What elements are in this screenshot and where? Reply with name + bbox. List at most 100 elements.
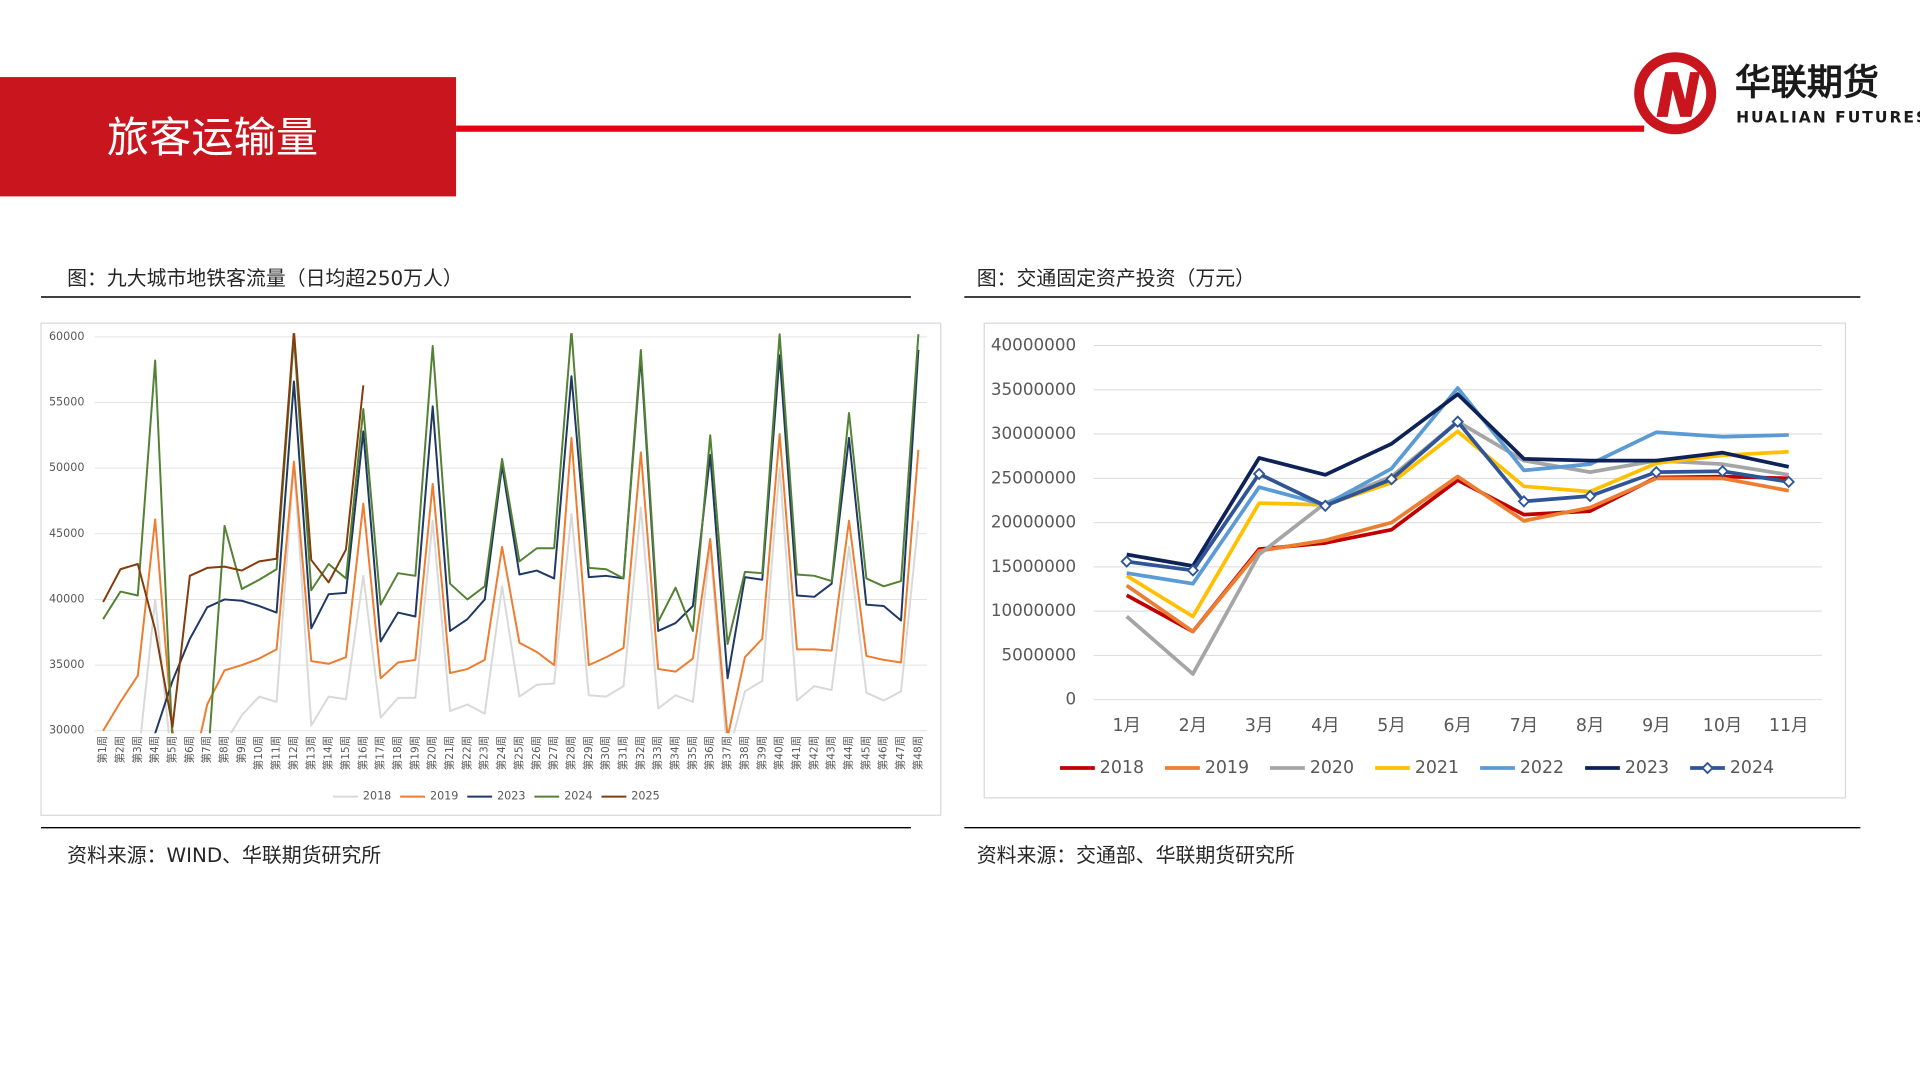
series-line <box>1125 474 1790 634</box>
x-tick-label: 第14周 <box>322 736 335 771</box>
y-tick-label: 35000000 <box>991 379 1076 399</box>
x-tick-label: 第16周 <box>356 736 369 771</box>
header-band <box>0 77 457 197</box>
chart-frame <box>40 322 942 816</box>
x-tick-label: 第27周 <box>547 736 560 771</box>
series-line <box>102 432 920 734</box>
legend-label: 2024 <box>1730 758 1774 778</box>
y-tick-label: 25000000 <box>991 467 1076 487</box>
x-tick-label: 第24周 <box>495 736 508 771</box>
x-tick-label: 第6周 <box>183 736 196 764</box>
x-tick-label: 第8周 <box>218 736 231 764</box>
legend-label: 2018 <box>1100 758 1144 778</box>
series-marker <box>1186 564 1200 577</box>
logo-sub: HUALIAN FUTURES <box>1736 109 1920 127</box>
x-tick-label: 6月 <box>1443 716 1471 736</box>
x-tick-label: 第43周 <box>825 736 838 771</box>
legend-label: 2020 <box>1310 758 1354 778</box>
series-marker <box>1782 475 1796 489</box>
x-tick-label: 第30周 <box>599 736 612 771</box>
x-tick-label: 8月 <box>1576 716 1604 736</box>
x-tick-label: 第17周 <box>374 736 387 771</box>
source: 资料来源：交通部、华联期货研究所 <box>977 844 1295 867</box>
x-tick-label: 第39周 <box>755 736 768 771</box>
y-tick-label: 15000000 <box>991 556 1076 576</box>
series-marker <box>1716 464 1729 478</box>
x-tick-label: 第41周 <box>790 736 803 771</box>
y-tick-label: 40000 <box>49 592 85 605</box>
x-tick-label: 11月 <box>1769 716 1808 736</box>
source: 资料来源：WIND、华联期货研究所 <box>67 844 381 867</box>
x-tick-label: 1月 <box>1112 716 1140 736</box>
legend-label: 2018 <box>363 790 391 803</box>
y-tick-label: 45000 <box>49 527 85 540</box>
chart-title: 图：交通固定资产投资（万元） <box>977 267 1255 290</box>
x-tick-label: 第5周 <box>166 736 179 764</box>
x-tick-label: 第19周 <box>408 736 421 771</box>
x-tick-label: 第13周 <box>304 736 317 771</box>
x-tick-label: 第34周 <box>669 736 682 771</box>
header-rule <box>456 125 1645 132</box>
x-tick-label: 4月 <box>1311 716 1339 736</box>
legend-label: 2025 <box>631 790 659 803</box>
x-tick-label: 第37周 <box>721 736 734 771</box>
series-line <box>1126 386 1789 586</box>
series-marker <box>1319 499 1332 513</box>
logo <box>1634 52 1717 135</box>
x-tick-label: 3月 <box>1245 716 1273 736</box>
series-line <box>140 461 920 734</box>
series-line <box>1126 392 1790 568</box>
series-marker <box>1120 555 1133 568</box>
y-tick-label: 5000000 <box>1002 644 1077 664</box>
x-tick-label: 5月 <box>1377 716 1405 736</box>
y-tick-label: 35000 <box>49 658 85 671</box>
x-tick-label: 第29周 <box>582 736 595 771</box>
legend-label: 2023 <box>497 790 525 803</box>
x-tick-label: 第36周 <box>703 736 716 771</box>
plot-area <box>102 333 920 734</box>
y-tick-label: 10000000 <box>991 600 1076 620</box>
legend-label: 2021 <box>1415 758 1459 778</box>
x-tick-label: 第45周 <box>859 736 872 771</box>
x-tick-label: 第47周 <box>894 736 907 771</box>
series-marker <box>1650 465 1663 479</box>
series-marker <box>1385 472 1398 486</box>
series-marker <box>1451 415 1464 428</box>
series-line <box>1126 419 1790 573</box>
y-tick-label: 50000 <box>49 461 85 474</box>
x-tick-label: 第3周 <box>131 736 144 764</box>
y-tick-label: 0 <box>1066 689 1077 709</box>
x-tick-label: 第31周 <box>617 736 630 771</box>
x-tick-label: 第18周 <box>391 736 404 771</box>
chart-title: 图：九大城市地铁客流量（日均超250万人） <box>67 267 463 290</box>
logo-name: 华联期货 <box>1735 63 1879 104</box>
x-tick-label: 第4周 <box>148 736 161 764</box>
x-tick-label: 第48周 <box>911 736 924 771</box>
x-tick-label: 第33周 <box>651 736 664 771</box>
x-tick-label: 第7周 <box>200 736 213 764</box>
x-tick-label: 9月 <box>1642 716 1670 736</box>
series-line <box>102 333 365 728</box>
chart-frame <box>983 322 1847 799</box>
series-marker <box>1583 489 1597 503</box>
x-tick-label: 第44周 <box>842 736 855 771</box>
legend-label: 2019 <box>1205 758 1249 778</box>
series-line <box>1125 474 1789 634</box>
legend-label: 2023 <box>1625 758 1669 778</box>
y-tick-label: 40000000 <box>991 335 1076 355</box>
legend-label: 2019 <box>430 790 458 803</box>
x-tick-label: 第1周 <box>96 736 109 764</box>
x-tick-label: 第32周 <box>634 736 647 771</box>
x-tick-label: 第40周 <box>773 736 786 771</box>
legend-label: 2022 <box>1520 758 1564 778</box>
x-tick-label: 第23周 <box>478 736 491 771</box>
y-tick-label: 30000 <box>49 724 85 737</box>
x-tick-label: 第20周 <box>426 736 439 771</box>
x-tick-label: 第12周 <box>287 736 300 771</box>
y-tick-label: 30000000 <box>991 423 1076 443</box>
x-tick-label: 第15周 <box>339 736 352 771</box>
x-tick-label: 第35周 <box>686 736 699 771</box>
series-line <box>1125 429 1789 619</box>
